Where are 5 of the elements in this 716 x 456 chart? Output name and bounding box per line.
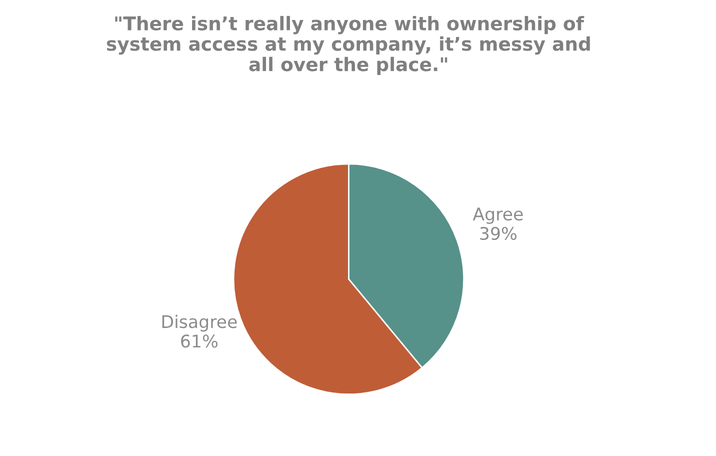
data-label: 39% — [480, 226, 517, 240]
slice-label: Agree — [472, 208, 523, 224]
chart-title: "There isn’t really anyone with ownership of system access at my company, it’s messy and all over the place." — [106, 16, 590, 75]
data-label: 61% — [181, 334, 218, 348]
slice-label: Disagree — [162, 314, 237, 332]
